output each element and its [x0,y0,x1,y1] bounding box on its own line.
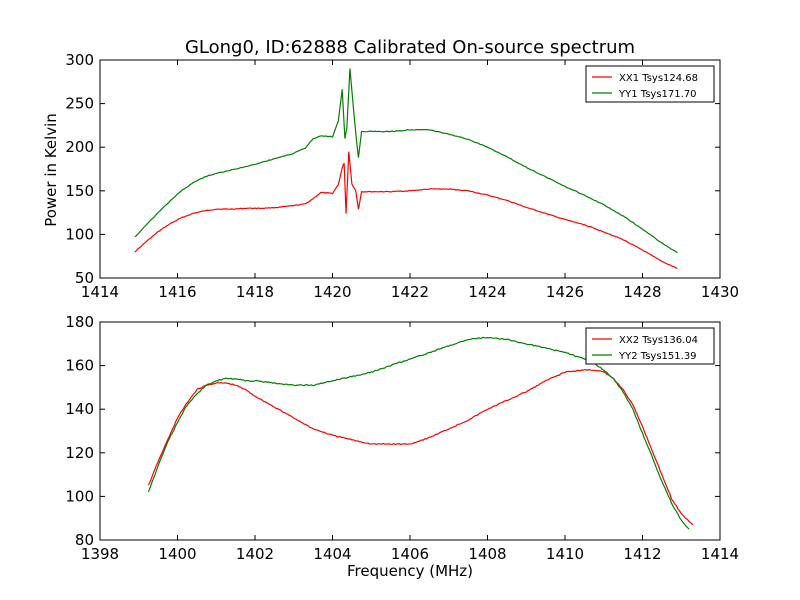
y-tick-label: 140 [65,400,94,418]
x-tick-label: 1424 [468,283,506,301]
legend: XX2 Tsys136.04 YY2 Tsys151.39 [585,327,715,365]
x-tick-label: 1420 [313,283,351,301]
x-tick-label: 1416 [158,283,196,301]
x-tick-label: 1414 [81,283,119,301]
series-line-1 [147,369,694,526]
legend: XX1 Tsys124.68 YY1 Tsys171.70 [585,65,715,103]
x-tick-label: 1404 [313,545,351,563]
y-tick-label: 120 [65,444,94,462]
y-tick-label: 100 [65,487,94,505]
x-tick-label: 1398 [81,545,119,563]
bottom-plot: 1398 1400 1402 1404 1406 1408 1410 1412 1414 80 10… [65,313,739,563]
legend-box [585,65,715,103]
x-tick-label: 1406 [391,545,429,563]
legend-label: YY2 Tsys151.39 [618,351,697,362]
y-tick-label: 250 [65,95,94,113]
x-tick-label: 1410 [546,545,584,563]
legend-label: XX1 Tsys124.68 [619,73,698,84]
y-tick-label: 150 [65,182,94,200]
y-axis-label: Power in Kelvin [42,113,60,227]
x-tick-label: 1426 [546,283,584,301]
x-tick-label: 1422 [391,283,429,301]
x-tick-label: 1430 [701,283,739,301]
legend-box [585,327,715,365]
y-tick-label: 100 [65,225,94,243]
x-tick-label: 1400 [158,545,196,563]
x-tick-label: 1418 [236,283,274,301]
y-tick-label: 50 [75,269,94,287]
top-plot: 1414 1416 1418 1420 1422 1424 1426 1428 1430 50 10… [65,51,739,301]
y-tick-label: 180 [65,313,94,331]
series-line-2 [147,336,690,530]
y-tick-label: 200 [65,138,94,156]
x-axis-label: Frequency (MHz) [347,562,473,580]
y-tick-label: 160 [65,357,94,375]
y-tick-label: 300 [65,51,94,69]
y-tick-label: 80 [75,531,94,549]
chart-title: GLong0, ID:62888 Calibrated On-source sp… [185,37,635,58]
x-tick-label: 1412 [623,545,661,563]
x-tick-label: 1408 [468,545,506,563]
legend-label: XX2 Tsys136.04 [619,335,698,346]
series-line-2 [134,68,678,254]
x-tick-label: 1402 [236,545,274,563]
x-tick-label: 1414 [701,545,739,563]
series-line-1 [134,151,678,269]
legend-label: YY1 Tsys171.70 [618,89,697,100]
x-tick-label: 1428 [623,283,661,301]
